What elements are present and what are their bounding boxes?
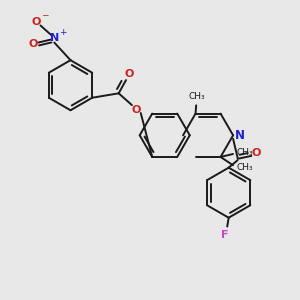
- Text: O: O: [32, 17, 41, 27]
- Text: O: O: [132, 104, 141, 115]
- Text: F: F: [220, 230, 228, 240]
- Text: CH₃: CH₃: [237, 163, 254, 172]
- Text: −: −: [40, 10, 48, 19]
- Text: CH₃: CH₃: [237, 148, 254, 157]
- Text: CH₃: CH₃: [189, 92, 205, 101]
- Text: O: O: [124, 69, 134, 79]
- Text: N: N: [50, 33, 59, 43]
- Text: N: N: [235, 129, 244, 142]
- Text: O: O: [28, 39, 38, 49]
- Text: O: O: [252, 148, 261, 158]
- Text: +: +: [59, 28, 66, 37]
